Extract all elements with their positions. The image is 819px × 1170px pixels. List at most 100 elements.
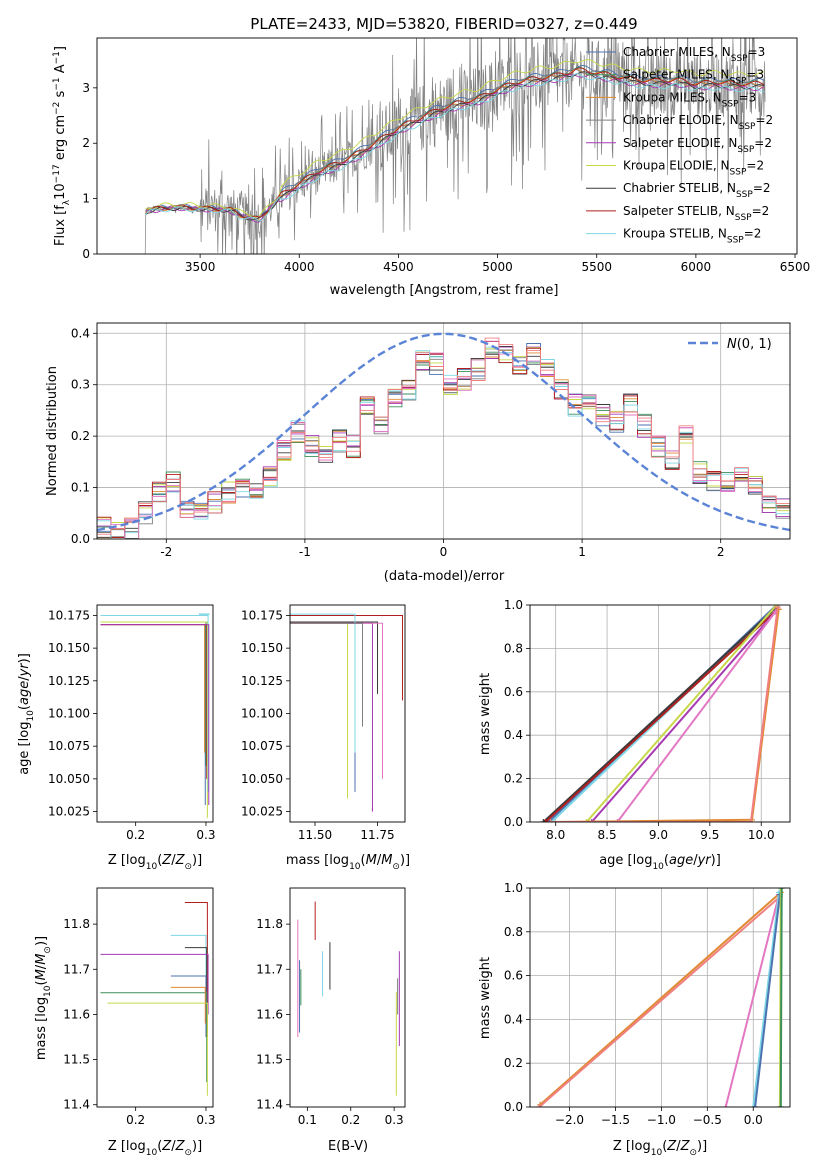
x-tick-label: 0.2	[126, 828, 145, 842]
series-marker	[750, 1104, 757, 1107]
plot-area-weight_vs_Z	[530, 888, 790, 1107]
figure-title: PLATE=2433, MJD=53820, FIBERID=0327, z=0…	[250, 15, 637, 33]
series-marker	[540, 819, 547, 822]
x-axis-label: Z [log10(Z/Z⊙)]	[613, 1139, 707, 1158]
y-tick-label: 10.100	[48, 707, 90, 721]
plot-area-age_vs_Z	[100, 613, 210, 819]
x-tick-label: −1.5	[601, 1113, 630, 1127]
label-part: )]	[192, 853, 202, 868]
x-tick-label: 4000	[284, 260, 315, 274]
series-line	[585, 605, 778, 822]
label-part: Z [log	[108, 1139, 146, 1154]
series-line	[779, 888, 783, 1107]
label-part: age [log	[17, 722, 32, 775]
y-tick-label: 10.025	[241, 805, 283, 819]
y-tick-label: 0.6	[504, 969, 523, 983]
series-line	[752, 892, 780, 1107]
label-part: (	[157, 1139, 162, 1154]
label-part: λ	[62, 199, 72, 205]
y-tick-label: 10.175	[241, 608, 283, 622]
x-tick-label: 8.0	[546, 828, 565, 842]
axes-frame	[289, 604, 406, 823]
step-line	[100, 621, 208, 819]
label-part: −1	[52, 77, 62, 90]
model-line	[145, 68, 765, 221]
x-tick-label: −0.5	[693, 1113, 722, 1127]
charts-layer: 3500 4000 4500 5000 5500 6000 6500 0 1 2 3 waveleng…	[17, 37, 811, 1158]
legend-label: Kroupa ELODIE, NSSP=2	[623, 159, 764, 178]
axes-frame	[529, 887, 791, 1108]
label-part: /	[17, 676, 32, 681]
y-tick-label: 0.0	[504, 815, 523, 829]
label-part: (	[17, 705, 32, 710]
label-part: SSP	[731, 54, 748, 64]
y-tick-label: 11.5	[256, 1053, 283, 1067]
x-axis-label: age [log10(age/yr)]	[599, 853, 721, 872]
x-tick-label: 5000	[482, 260, 513, 274]
label-part: /	[676, 1139, 681, 1154]
x-tick-label: 4500	[383, 260, 414, 274]
y-tick-label: 0.4	[71, 326, 90, 340]
step-line	[290, 622, 363, 727]
step-line	[107, 1002, 208, 1096]
x-tick-label: 0.1	[298, 1113, 317, 1127]
x-tick-label: 2	[717, 545, 725, 559]
label-part: )]	[17, 653, 32, 663]
label-part: SSP	[737, 145, 754, 155]
step-line	[184, 901, 208, 1038]
label-part: SSP	[735, 213, 752, 223]
step-line	[184, 947, 208, 1006]
y-tick-label: 10.050	[241, 772, 283, 786]
label-part: )]	[192, 1139, 202, 1154]
x-axis-label: Z [log10(Z/Z⊙)]	[108, 1139, 202, 1158]
axes-frame	[529, 604, 791, 823]
series-marker	[614, 819, 621, 822]
label-part: s	[53, 90, 68, 101]
label-part: (	[664, 853, 669, 868]
label-part: SSP	[730, 77, 747, 87]
y-tick-label: 11.8	[256, 917, 283, 931]
legend-label: N(0, 1)	[727, 337, 772, 352]
step-line	[290, 613, 356, 753]
x-tick-label: 11.75	[360, 828, 394, 842]
label-part: =2	[744, 227, 762, 241]
label-part: Chabrier STELIB, N	[623, 181, 736, 195]
axes-frame	[96, 604, 214, 823]
series-marker	[536, 1104, 543, 1107]
series-marker	[547, 819, 554, 822]
label-part: 10	[43, 985, 53, 997]
y-tick-label: 11.7	[256, 962, 283, 976]
label-part: =2	[754, 136, 772, 150]
x-tick-label: 8.5	[598, 828, 617, 842]
plot-area-mass_vs_ebv	[297, 901, 400, 1096]
label-part: yr	[17, 662, 32, 678]
axes-frame	[96, 887, 214, 1108]
step-line	[170, 975, 207, 1038]
label-part: 10	[349, 862, 361, 872]
legend: N(0, 1)	[688, 337, 772, 352]
label-part: −17	[52, 164, 62, 183]
label-part: (	[662, 1139, 667, 1154]
model-line	[145, 73, 765, 222]
axes-frame	[96, 322, 791, 540]
x-tick-label: 3500	[185, 260, 216, 274]
series-marker	[747, 819, 754, 822]
y-tick-label: 11.8	[63, 917, 90, 931]
x-tick-label: 6500	[780, 260, 811, 274]
y-tick-label: 11.6	[256, 1007, 283, 1021]
x-tick-label: −2.0	[555, 1113, 584, 1127]
label-part: M	[381, 853, 392, 868]
x-tick-label: -2	[160, 545, 172, 559]
label-part: ]	[53, 46, 68, 51]
label-part: )]	[34, 936, 49, 946]
y-tick-label: 10.175	[48, 608, 90, 622]
label-part: /	[171, 1139, 176, 1154]
label-part: age	[17, 681, 32, 705]
y-tick-label: 0.0	[71, 532, 90, 546]
label-part: Kroupa ELODIE, N	[623, 159, 730, 173]
y-tick-label: 1.0	[504, 598, 523, 612]
axes-weight_vs_Z: −2.0 −1.5 −1.0 −0.5 0.0 0.0 0.2 0.4 0.6 0.8 1.0 Z […	[478, 881, 791, 1158]
y-tick-label: 10.075	[241, 739, 283, 753]
x-axis-label: mass [log10(M/M⊙)]	[286, 853, 410, 872]
